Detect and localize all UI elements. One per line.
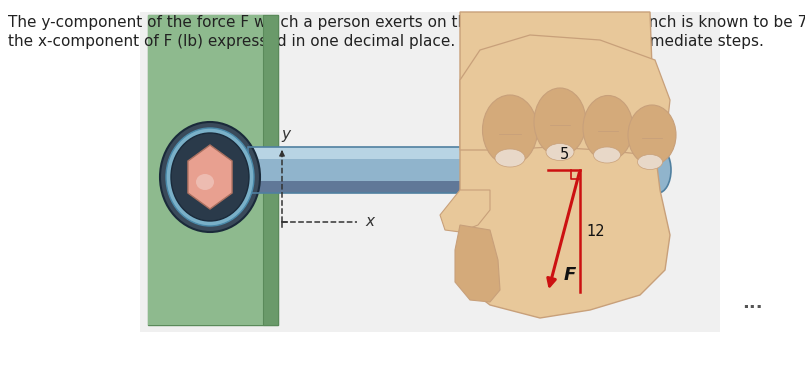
Polygon shape	[188, 145, 232, 209]
Bar	[248, 181, 658, 193]
Polygon shape	[460, 12, 670, 318]
Ellipse shape	[638, 154, 663, 170]
Ellipse shape	[593, 147, 621, 163]
Ellipse shape	[583, 96, 633, 161]
Text: The y-component of the force F which a person exerts on the handle of the box wr: The y-component of the force F which a p…	[8, 15, 805, 30]
Bar	[263, 15, 278, 325]
Text: 12: 12	[586, 223, 605, 239]
Text: x: x	[365, 213, 374, 229]
Ellipse shape	[628, 105, 676, 165]
Ellipse shape	[166, 128, 254, 226]
Ellipse shape	[546, 144, 574, 161]
Text: y: y	[282, 127, 291, 142]
Ellipse shape	[160, 122, 260, 232]
Text: F: F	[564, 266, 576, 284]
Polygon shape	[455, 225, 500, 302]
Ellipse shape	[171, 133, 249, 221]
Polygon shape	[440, 190, 490, 232]
Text: ...: ...	[741, 294, 762, 312]
Ellipse shape	[495, 149, 525, 167]
Bar	[148, 15, 263, 325]
Text: 5: 5	[559, 147, 568, 162]
Polygon shape	[460, 35, 670, 155]
Ellipse shape	[645, 147, 671, 193]
Bar	[248, 147, 658, 193]
Text: the x-component of F (lb) expressed in one decimal place. Do not round off on in: the x-component of F (lb) expressed in o…	[8, 34, 764, 49]
Bar	[140, 12, 720, 332]
Ellipse shape	[482, 95, 538, 165]
Bar	[248, 147, 658, 159]
Bar	[148, 15, 278, 325]
Ellipse shape	[534, 88, 586, 156]
Ellipse shape	[196, 174, 214, 190]
Bar	[248, 159, 658, 181]
